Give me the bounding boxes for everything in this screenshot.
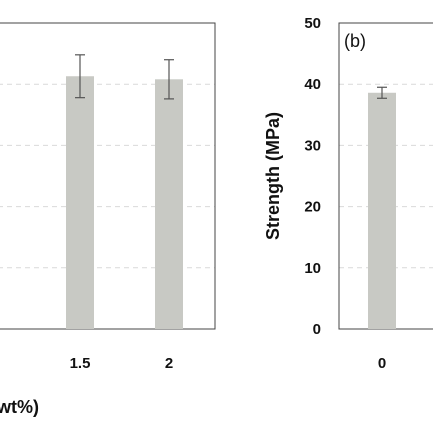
panel-b-label: (b) bbox=[344, 31, 366, 51]
panel-b-y-tick-label: 10 bbox=[304, 260, 321, 277]
panel-a-plot-frame bbox=[0, 22, 216, 330]
panel-b-y-tick-label: 50 bbox=[304, 15, 321, 32]
panel-a-error-bars bbox=[75, 54, 174, 100]
panel-a-x-tick-label: 2 bbox=[165, 355, 173, 372]
panel-b-y-tick-label: 40 bbox=[304, 76, 321, 93]
panel-b-y-axis-title: Strength (MPa) bbox=[263, 112, 283, 240]
panel-b-y-tick-label: 20 bbox=[304, 199, 321, 216]
panel-a: 1.5 2 wt%) bbox=[0, 22, 216, 417]
panel-b-y-ticks: 0 10 20 30 40 50 bbox=[304, 15, 321, 338]
panel-b-error-bars bbox=[377, 86, 387, 99]
panel-a-bars bbox=[66, 76, 183, 329]
panel-a-x-ticks: 1.5 2 bbox=[70, 355, 174, 372]
panel-b-y-tick-label: 30 bbox=[304, 137, 321, 154]
panel-a-x-axis-title: wt%) bbox=[0, 397, 39, 417]
panel-a-bar bbox=[66, 76, 94, 329]
panel-b-x-ticks: 0 bbox=[378, 355, 386, 372]
panel-b-bars bbox=[368, 92, 396, 329]
panel-b-x-tick-label: 0 bbox=[378, 355, 386, 372]
panel-a-bar bbox=[155, 79, 183, 329]
panel-b: 0 10 20 30 40 50 0 Strength (MPa) (b) bbox=[263, 15, 433, 372]
panel-b-bar bbox=[368, 92, 396, 329]
panel-a-x-tick-label: 1.5 bbox=[70, 355, 91, 372]
panel-b-y-tick-label: 0 bbox=[313, 321, 321, 338]
